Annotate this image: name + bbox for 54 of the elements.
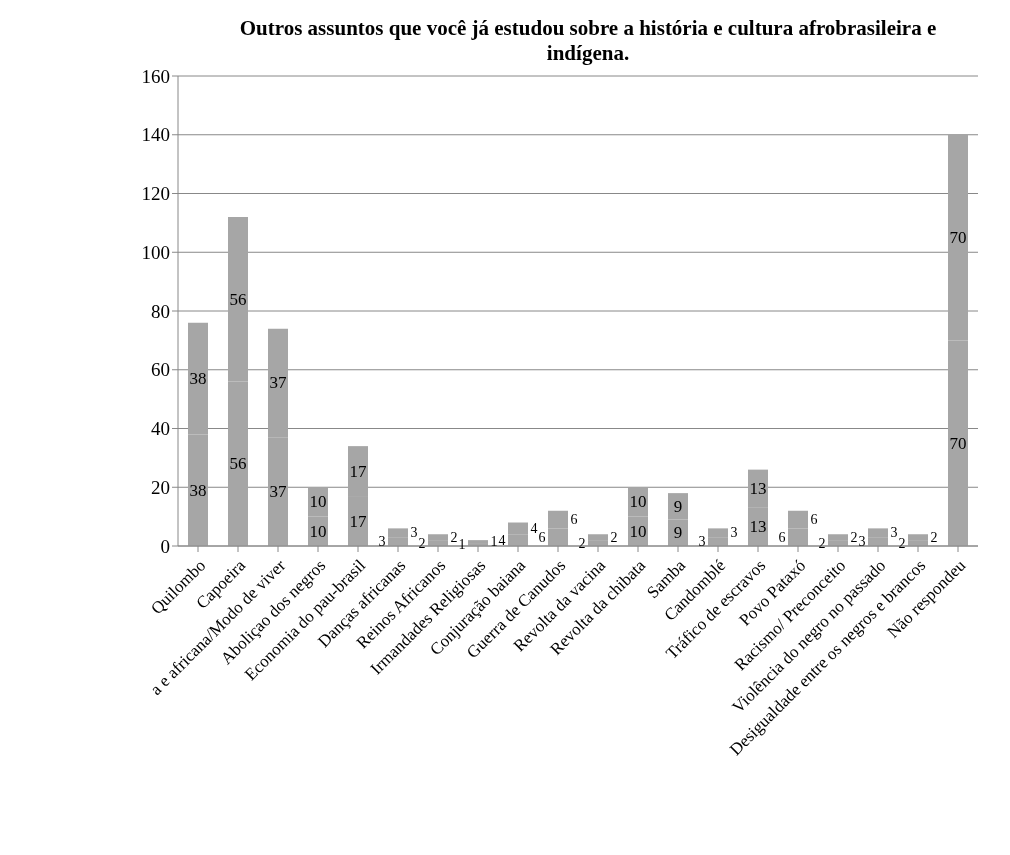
data-label: 6 [778, 529, 786, 545]
y-tick-label: 0 [160, 535, 170, 557]
data-label: 4 [530, 520, 538, 536]
data-label: 56 [229, 454, 247, 474]
data-label: 17 [349, 511, 367, 531]
data-label: 2 [450, 529, 458, 545]
data-label: 6 [538, 529, 546, 545]
data-label: 3 [858, 534, 866, 550]
bar [588, 534, 608, 541]
data-label: 6 [810, 512, 818, 528]
data-label: 10 [309, 492, 327, 512]
data-label: 3 [378, 534, 386, 550]
data-label: 2 [930, 529, 938, 545]
bar [908, 534, 928, 541]
data-label: 6 [570, 512, 578, 528]
data-label: 10 [309, 521, 327, 541]
data-label: 37 [269, 482, 287, 502]
data-label: 1 [458, 537, 466, 553]
data-label: 3 [698, 534, 706, 550]
y-tick-label: 100 [141, 241, 170, 263]
data-label: 13 [749, 479, 767, 499]
data-label: 4 [498, 532, 506, 548]
data-label: 2 [578, 535, 586, 551]
bar [428, 534, 448, 541]
bar [828, 534, 848, 541]
y-tick-label: 40 [151, 418, 170, 440]
y-tick-label: 140 [141, 124, 170, 146]
data-label: 9 [673, 496, 683, 516]
data-label: 3 [730, 525, 738, 541]
y-tick-label: 20 [151, 476, 170, 498]
data-label: 37 [269, 373, 287, 393]
y-tick-label: 60 [151, 359, 170, 381]
data-label: 70 [949, 228, 967, 248]
data-label: 70 [949, 433, 967, 453]
data-label: 1 [490, 534, 498, 550]
y-tick-label: 120 [141, 183, 170, 205]
chart-title: Outros assuntos que você já estudou sobre a história e cultura afrobrasileira e indígena. [238, 15, 938, 66]
y-tick-label: 80 [151, 300, 170, 322]
data-label: 2 [418, 535, 426, 551]
data-label: 2 [818, 535, 826, 551]
data-label: 2 [850, 529, 858, 545]
data-label: 38 [189, 369, 207, 389]
data-label: 56 [229, 289, 247, 309]
data-label: 10 [629, 492, 647, 512]
data-label: 2 [610, 529, 618, 545]
data-label: 3 [890, 525, 898, 541]
data-label: 3 [410, 525, 418, 541]
y-tick-label: 160 [141, 65, 170, 87]
data-label: 17 [349, 461, 367, 481]
data-label: 13 [749, 517, 767, 537]
data-label: 10 [629, 521, 647, 541]
data-label: 9 [673, 523, 683, 543]
data-label: 38 [189, 480, 207, 500]
data-label: 2 [898, 535, 906, 551]
